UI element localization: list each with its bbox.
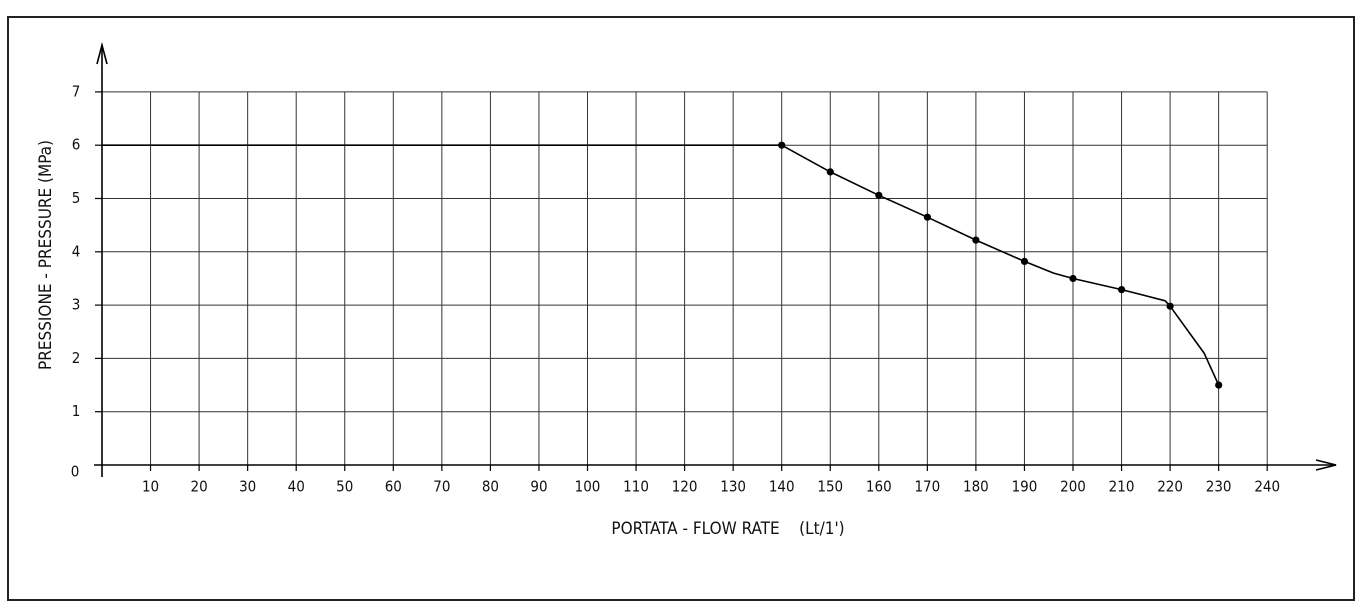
x-axis-label: PORTATA - FLOW RATE (Lt/1') [611, 519, 844, 539]
x-tick-label-230: 230 [1206, 478, 1232, 496]
x-tick-label-180: 180 [963, 478, 989, 496]
y-axis-label: PRESSIONE - PRESSURE (MPa) [36, 140, 56, 370]
x-tick-label-60: 60 [385, 478, 402, 496]
y-tick-label-6: 6 [72, 136, 81, 154]
x-tick-label-170: 170 [914, 478, 940, 496]
x-tick-label-80: 80 [482, 478, 499, 496]
x-tick-label-200: 200 [1060, 478, 1086, 496]
y-tick-labels: 1 2 3 4 5 6 7 [72, 82, 81, 420]
x-tick-label-90: 90 [530, 478, 547, 496]
x-tick-label-50: 50 [336, 478, 353, 496]
x-tick-label-150: 150 [817, 478, 843, 496]
x-tick-label-160: 160 [866, 478, 892, 496]
data-point-220 [1166, 302, 1174, 310]
chart-frame [7, 16, 1355, 601]
x-tick-label-120: 120 [672, 478, 698, 496]
x-tick-label-30: 30 [239, 478, 256, 496]
y-tick-label-7: 7 [72, 82, 81, 100]
axes [94, 41, 1337, 477]
data-point-170 [923, 213, 932, 221]
x-tick-label-40: 40 [288, 478, 305, 496]
x-tick-label-240: 240 [1254, 478, 1280, 496]
x-tick-label-110: 110 [623, 478, 649, 496]
y-tick-label-3: 3 [72, 296, 81, 314]
x-tick-label-140: 140 [769, 478, 795, 496]
data-point-180 [972, 236, 980, 244]
x-axis-arrow [1315, 459, 1337, 471]
series-line-0 [102, 144, 1220, 386]
x-tick-label-10: 10 [142, 478, 159, 496]
y-tick-label-5: 5 [72, 189, 81, 207]
y-tick-label-4: 4 [72, 242, 81, 260]
data-point-150 [826, 168, 834, 176]
y-tick-label-2: 2 [72, 349, 81, 367]
data-point-210 [1118, 286, 1126, 294]
y-tick-label-1: 1 [72, 402, 81, 420]
x-tick-label-130: 130 [720, 478, 746, 496]
x-tick-label-70: 70 [433, 478, 450, 496]
grid [102, 91, 1268, 465]
data-point-160 [875, 191, 883, 199]
x-tick-label-190: 190 [1012, 478, 1038, 496]
x-tick-label-20: 20 [191, 478, 208, 496]
data-point-190 [1020, 257, 1029, 265]
x-tick-label-210: 210 [1109, 478, 1135, 496]
data-point-230 [1215, 381, 1223, 389]
data-point-140 [778, 141, 786, 149]
series [102, 141, 1223, 389]
x-tick-labels: 10 20 30 40 50 60 70 80 90 100 110 120 130 140 150 160 1… [142, 478, 1280, 496]
x-tick-label-220: 220 [1157, 478, 1183, 496]
y-axis-arrow [96, 41, 108, 65]
x-tick-label-100: 100 [575, 478, 601, 496]
data-point-200 [1069, 274, 1077, 283]
origin-label: 0 [71, 463, 80, 481]
